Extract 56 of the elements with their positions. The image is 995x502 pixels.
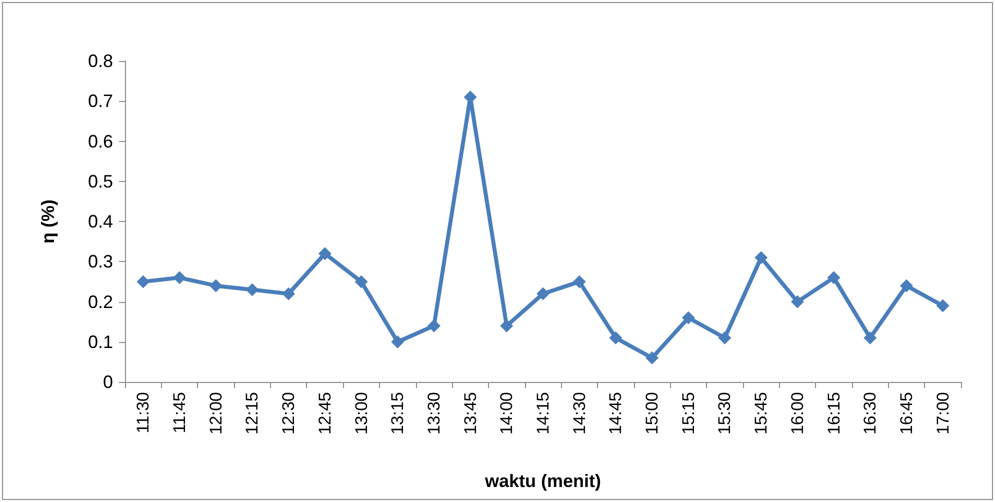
point <box>173 271 186 284</box>
point <box>609 331 622 344</box>
y-tick-label: 0.5 <box>88 171 113 192</box>
y-axis-title: η (%) <box>38 200 58 244</box>
point <box>427 319 440 332</box>
x-tick-label: 12:45 <box>315 392 334 435</box>
point <box>754 251 768 264</box>
point <box>936 299 950 312</box>
y-tick-label: 0.8 <box>88 51 113 71</box>
x-tick-label: 15:00 <box>642 392 662 435</box>
x-tick-label: 15:30 <box>715 392 734 435</box>
x-tick-label: 11:45 <box>170 392 190 434</box>
point <box>391 335 404 348</box>
x-tick-label: 14:30 <box>570 392 589 435</box>
y-tick-label: 0 <box>102 372 113 392</box>
x-tick-label: 14:15 <box>534 392 552 435</box>
x-tick-label: 16:15 <box>824 392 844 435</box>
point <box>136 275 150 288</box>
y-tick-label: 0.3 <box>88 252 113 272</box>
x-tick-label: 13:45 <box>460 392 480 435</box>
y-tick-label: 0.2 <box>88 292 113 312</box>
x-tick-label: 16:00 <box>788 392 807 435</box>
x-tick-label: 12:15 <box>242 392 262 435</box>
point <box>718 331 732 344</box>
point <box>682 311 695 324</box>
x-tick-label: 12:00 <box>206 392 226 435</box>
x-tick-label: 17:00 <box>933 392 952 435</box>
y-tick-label: 0.1 <box>88 332 113 352</box>
x-tick-label: 13:00 <box>352 392 371 435</box>
x-tick-label: 16:30 <box>860 392 880 435</box>
point <box>318 247 332 260</box>
x-axis-title: waktu (menit) <box>484 471 602 491</box>
point <box>572 275 586 288</box>
y-tick-label: 0.6 <box>88 131 113 152</box>
x-tick-label: 16:45 <box>896 392 916 435</box>
y-tick-label: 0.4 <box>88 212 113 232</box>
point <box>864 331 877 344</box>
point <box>900 279 913 292</box>
x-tick-label: 12:30 <box>279 392 298 435</box>
point <box>209 279 222 292</box>
point <box>790 295 804 308</box>
point <box>646 351 659 364</box>
x-tick-label: 14:45 <box>606 392 626 435</box>
x-tick-label: 15:45 <box>752 392 771 435</box>
x-tick-label: 11:30 <box>134 392 153 434</box>
x-tick-label: 14:00 <box>497 392 516 435</box>
point <box>500 319 514 332</box>
point <box>354 275 368 288</box>
point <box>282 287 296 300</box>
x-tick-label: 15:15 <box>678 392 698 435</box>
point <box>246 283 259 296</box>
y-tick-label: 0.7 <box>88 91 113 112</box>
x-tick-label: 13:15 <box>388 392 408 435</box>
point <box>827 271 840 284</box>
point <box>536 287 550 300</box>
x-tick-label: 13:30 <box>424 392 444 435</box>
